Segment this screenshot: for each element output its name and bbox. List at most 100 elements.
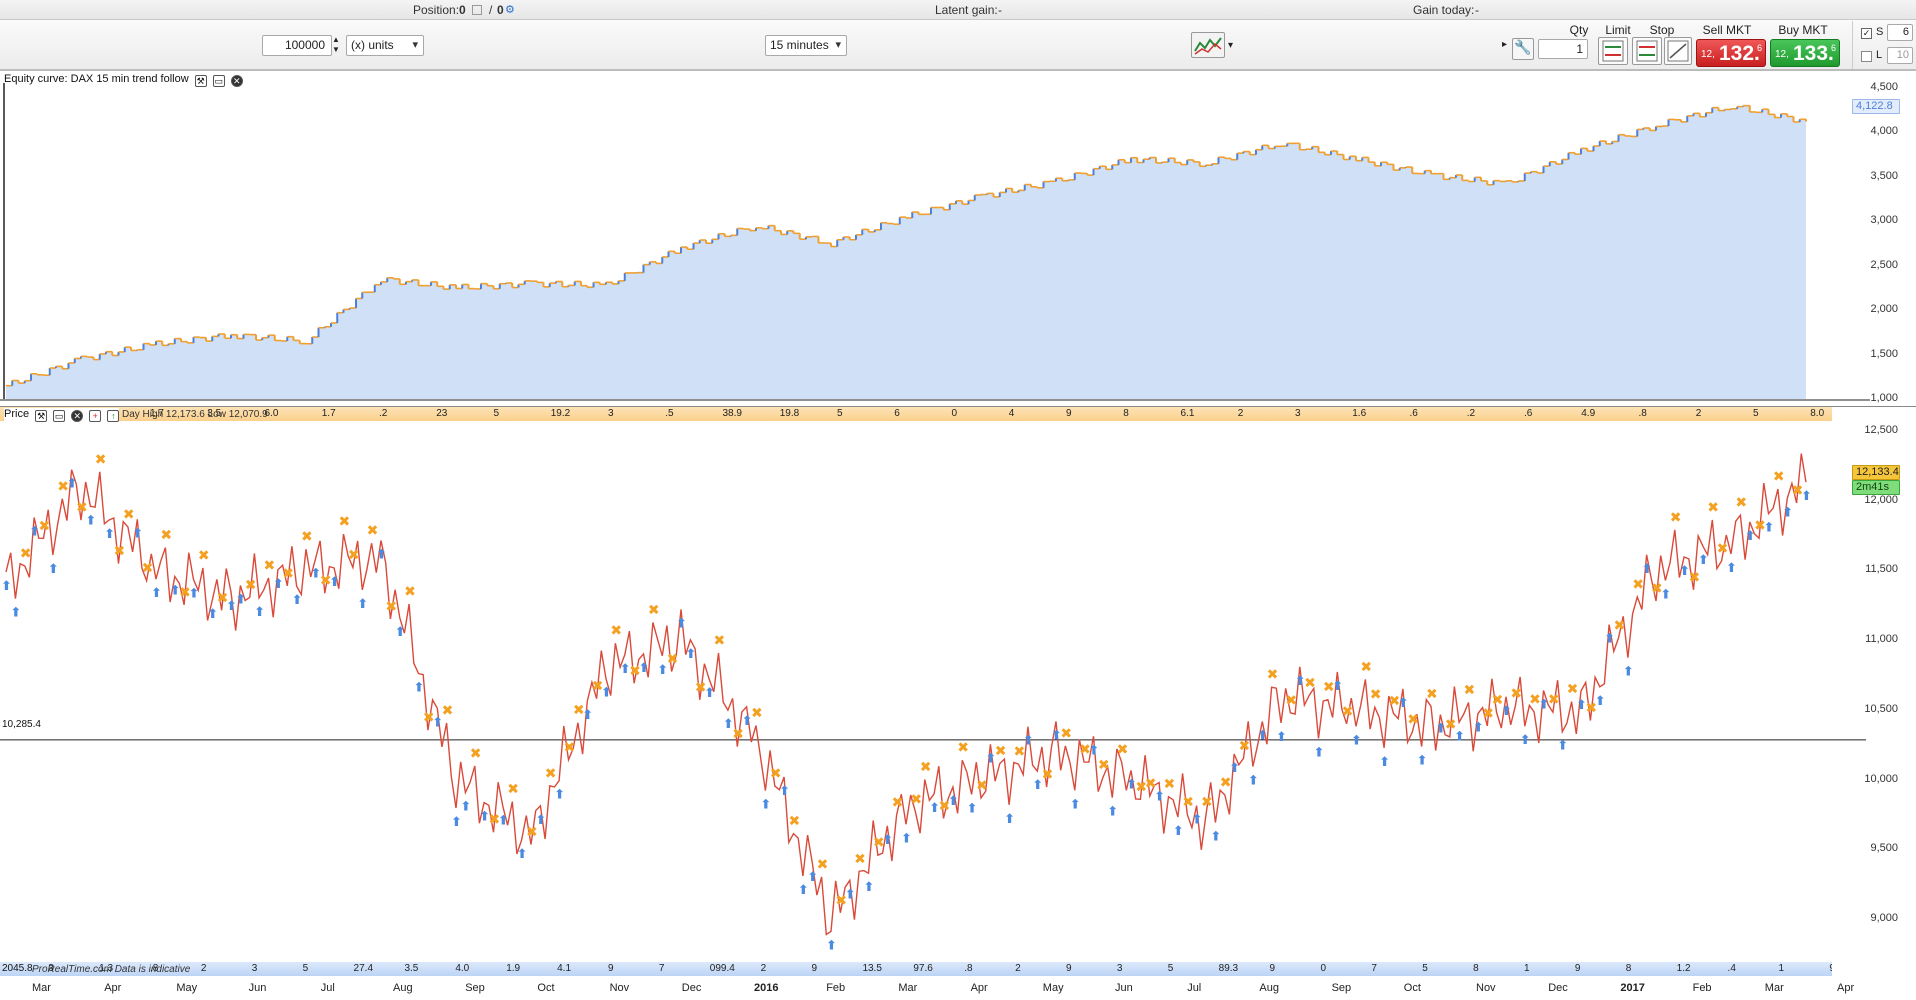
x-tick-label: Feb <box>1692 982 1712 994</box>
top-strip-value: 9 <box>1066 408 1072 419</box>
sell-marker: ✖ <box>1585 701 1597 717</box>
svg-text:⬆: ⬆ <box>517 847 528 862</box>
chart-type-button[interactable] <box>1191 32 1225 58</box>
buy-marker: ⬆ <box>1539 698 1550 713</box>
svg-text:✖: ✖ <box>1464 682 1476 698</box>
buy-marker: ⬆ <box>1379 755 1390 770</box>
buy-marker: ⬆ <box>1154 790 1165 805</box>
buy-marker: ⬆ <box>479 810 490 825</box>
buy-marker: ⬆ <box>582 708 593 723</box>
svg-text:⬆: ⬆ <box>395 625 406 640</box>
buy-marker: ⬆ <box>1257 729 1268 744</box>
stop-order-button[interactable] <box>1632 37 1662 65</box>
l-label: L <box>1876 49 1883 61</box>
svg-text:⬆: ⬆ <box>1539 698 1550 713</box>
expand-arrow-icon[interactable]: ▸ <box>1502 39 1508 50</box>
x-tick-label: Jul <box>320 982 335 994</box>
sell-marker: ✖ <box>404 584 416 600</box>
buy-marker: ⬆ <box>1726 561 1737 576</box>
s-input[interactable]: 6 <box>1887 24 1913 41</box>
svg-text:⬆: ⬆ <box>1698 553 1709 568</box>
qty-input[interactable]: 1 <box>1538 39 1588 59</box>
sell-marker: ✖ <box>1426 686 1438 702</box>
svg-text:⬆: ⬆ <box>1557 739 1568 754</box>
price-title-bar: Price ⚒ ▭ ✕ + ↑ <box>4 408 120 422</box>
sell-marker: ✖ <box>1182 794 1194 810</box>
svg-text:⬆: ⬆ <box>601 686 612 701</box>
sell-marker: ✖ <box>1079 742 1091 758</box>
top-strip-value: 38.9 <box>722 408 742 419</box>
position-icon[interactable] <box>472 5 482 15</box>
window-icon[interactable]: ▭ <box>212 75 225 87</box>
add-indicator-icon[interactable]: + <box>89 410 102 422</box>
svg-text:⬆: ⬆ <box>948 794 959 809</box>
up-arrow-icon[interactable]: ↑ <box>107 410 120 422</box>
buy-label: Buy MKT <box>1778 23 1828 37</box>
svg-text:⬆: ⬆ <box>826 938 837 953</box>
sell-marker: ✖ <box>1717 541 1729 557</box>
limit-order-button[interactable] <box>1598 37 1628 65</box>
buy-marker: ⬆ <box>704 686 715 701</box>
close-icon[interactable]: ✕ <box>71 410 84 422</box>
last-price-tag: 12,133.4 <box>1852 465 1900 480</box>
svg-text:⬆: ⬆ <box>929 801 940 816</box>
close-icon[interactable]: ✕ <box>230 75 243 87</box>
bottom-strip-value: 099.4 <box>709 963 735 974</box>
chevron-down-icon[interactable]: ▾ <box>1228 40 1234 51</box>
svg-text:✖: ✖ <box>423 710 435 726</box>
svg-text:⬆: ⬆ <box>1726 561 1737 576</box>
sell-marker: ✖ <box>76 500 88 516</box>
svg-text:✖: ✖ <box>1267 667 1279 683</box>
svg-text:✖: ✖ <box>1482 706 1494 722</box>
position-value-2: 0 <box>497 3 504 17</box>
top-strip-value: 2 <box>1237 408 1244 419</box>
gear-icon[interactable]: ⚙ <box>505 4 515 16</box>
svg-text:⬆: ⬆ <box>901 831 912 846</box>
timeframe-select[interactable]: 15 minutes <box>765 35 847 56</box>
stop-trailing-button[interactable] <box>1664 37 1692 65</box>
svg-text:⬆: ⬆ <box>1351 733 1362 748</box>
sell-market-button[interactable]: 12, 132. 6 <box>1696 39 1766 67</box>
svg-text:✖: ✖ <box>1323 680 1335 696</box>
x-tick-label: Mar <box>898 982 918 994</box>
buy-marker: ⬆ <box>207 607 218 622</box>
svg-text:⬆: ⬆ <box>1520 733 1531 748</box>
sell-marker: ✖ <box>695 680 707 696</box>
s-checkbox[interactable]: ✓ <box>1861 28 1872 39</box>
svg-text:⬆: ⬆ <box>29 524 40 539</box>
svg-text:✖: ✖ <box>1510 686 1522 702</box>
sell-marker: ✖ <box>1651 581 1663 597</box>
equity-panel: Equity curve: DAX 15 min trend follow ⚒ … <box>0 70 1916 412</box>
svg-text:⬆: ⬆ <box>1473 721 1484 736</box>
svg-text:✖: ✖ <box>1426 686 1438 702</box>
stop-label: Stop <box>1649 23 1675 37</box>
sell-marker: ✖ <box>789 814 801 830</box>
buy-market-button[interactable]: 12, 133. 6 <box>1770 39 1840 67</box>
l-checkbox[interactable] <box>1861 51 1872 62</box>
units-select[interactable]: (x) units <box>346 35 424 56</box>
l-input[interactable]: 10 <box>1887 47 1913 64</box>
svg-text:⬆: ⬆ <box>1314 745 1325 760</box>
sell-marker: ✖ <box>573 703 585 719</box>
buy-marker: ⬆ <box>151 586 162 601</box>
svg-text:✖: ✖ <box>348 547 360 563</box>
svg-text:✖: ✖ <box>1098 758 1110 774</box>
buy-marker: ⬆ <box>554 788 565 803</box>
sell-marker: ✖ <box>1689 570 1701 586</box>
svg-text:✖: ✖ <box>1360 659 1372 675</box>
quantity-stepper[interactable]: ▲ ▼ <box>332 35 340 54</box>
wrench-icon[interactable]: 🔧 <box>1512 38 1534 60</box>
buy-marker: ⬆ <box>676 616 687 631</box>
svg-text:⬆: ⬆ <box>1173 824 1184 839</box>
sell-marker: ✖ <box>1360 659 1372 675</box>
svg-text:✖: ✖ <box>957 740 969 756</box>
quantity-input[interactable]: 100000 <box>262 35 332 56</box>
s-label: S <box>1876 26 1884 38</box>
svg-text:✖: ✖ <box>1304 676 1316 692</box>
price-bottom-strip: .8 2 3 5 27.4 3.5 4.0 1.9 4.1 9 7 099.4 2 9 13.5 97.6.8… <box>0 962 1832 976</box>
top-strip-value: 3.5 <box>207 408 222 419</box>
svg-text:✖: ✖ <box>57 479 69 495</box>
buy-marker: ⬆ <box>1126 777 1137 792</box>
sell-marker: ✖ <box>1060 726 1072 742</box>
sell-marker: ✖ <box>245 577 257 593</box>
